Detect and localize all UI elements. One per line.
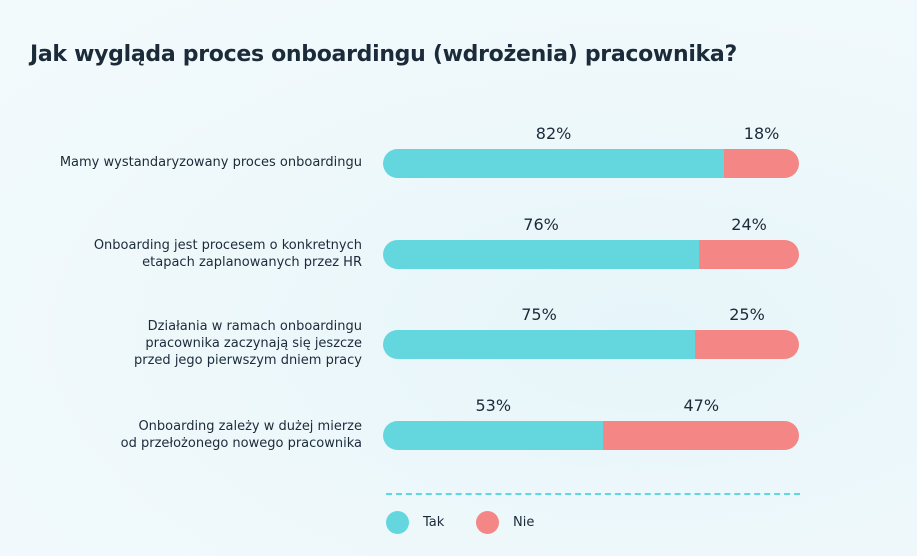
bar-segment-tak [383,330,695,359]
category-label: Działania w ramach onboardingu pracownika… [134,319,362,368]
bar [383,149,799,178]
bar [383,330,799,359]
bar-segment-nie [724,149,799,178]
legend-label: Tak [423,515,445,530]
data-label-nie: 25% [729,305,765,324]
data-label-tak: 75% [521,305,557,324]
legend-swatch [476,511,499,534]
bar-segment-nie [603,421,799,450]
data-label-tak: 53% [475,396,512,415]
bar-segment-tak [383,240,700,269]
bar-segment-tak [383,421,604,450]
bar-segment-tak [383,149,725,178]
data-label-nie: 24% [731,215,767,234]
category-label: Onboarding jest procesem o konkretnych et… [93,237,362,270]
data-label-nie: 18% [743,124,780,143]
bar-segment-nie [699,240,799,269]
chart-title: Jak wygląda proces onboardingu (wdrożeni… [30,42,737,67]
legend-swatch [386,511,409,534]
legend-label: Nie [513,515,535,530]
bar-segment-nie [695,330,799,359]
legend-divider [386,493,800,495]
legend-item: Tak [386,511,444,534]
data-label-nie: 47% [683,396,720,415]
data-label-tak: 82% [535,124,572,143]
category-label: Onboarding zależy w dużej mierze od przeł… [120,418,362,451]
bar [383,240,799,269]
category-label: Mamy wystandaryzowany proces onboardingu [59,155,362,170]
legend-item: Nie [476,511,534,534]
bar [383,421,799,450]
data-label-tak: 76% [523,215,559,234]
